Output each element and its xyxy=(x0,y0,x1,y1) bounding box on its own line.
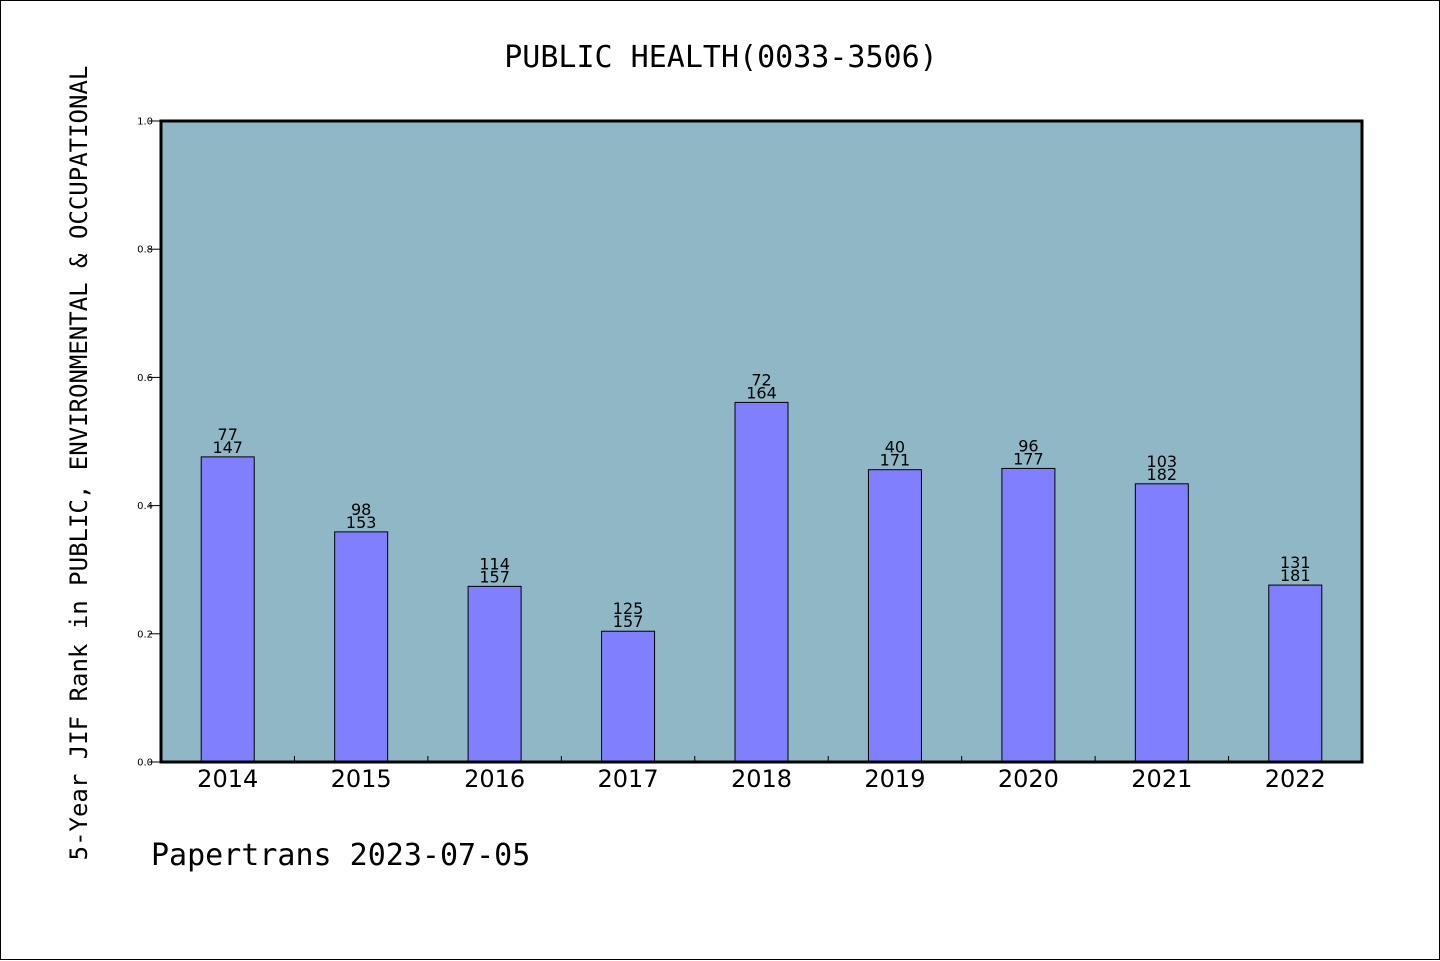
x-tick-label: 2017 xyxy=(598,765,659,793)
bar-2019 xyxy=(867,469,922,763)
bar-2014 xyxy=(200,456,255,763)
bar-label-rank: 77 xyxy=(218,425,238,444)
y-tick-label: 0.0 xyxy=(137,758,153,769)
bar-2022 xyxy=(1268,584,1323,763)
x-axis: 2014 2015 2016 2017 2018 2019 2020 2021 2022 xyxy=(197,756,1326,793)
bars-group xyxy=(200,401,1323,763)
y-tick-label: 0.4 xyxy=(137,501,153,512)
x-tick-label: 2014 xyxy=(197,765,258,793)
bar-label-rank: 40 xyxy=(885,438,905,457)
x-tick-label: 2018 xyxy=(731,765,792,793)
chart-title: PUBLIC HEALTH(0033-3506) xyxy=(504,40,937,75)
bar-label-total: 157 xyxy=(613,612,644,631)
bar-label-total: 153 xyxy=(346,513,377,532)
bar-label-total: 181 xyxy=(1280,566,1311,585)
x-tick-label: 2015 xyxy=(331,765,392,793)
bar-2017 xyxy=(601,630,656,763)
x-tick-label: 2019 xyxy=(864,765,925,793)
plot-border xyxy=(159,119,1364,764)
bar-2015 xyxy=(334,531,389,763)
bar-2016 xyxy=(467,585,522,763)
y-tick-label: 0.2 xyxy=(137,629,153,640)
x-tick-label: 2022 xyxy=(1265,765,1326,793)
bar-2021 xyxy=(1134,483,1189,763)
y-tick-label: 0.8 xyxy=(137,245,153,256)
footer-credit: Papertrans 2023-07-05 xyxy=(151,838,530,873)
x-tick-label: 2021 xyxy=(1131,765,1192,793)
bar-label-total: 157 xyxy=(479,567,510,586)
bar-label-rank: 114 xyxy=(479,554,510,573)
y-axis: 0.0 0.2 0.4 0.6 0.8 1.0 xyxy=(137,117,161,769)
bar-label-total: 164 xyxy=(746,383,777,402)
x-tick-label: 2016 xyxy=(464,765,525,793)
y-axis-label: 5-Year JIF Rank in PUBLIC, ENVIRONMENTAL… xyxy=(65,66,93,861)
bar-2020 xyxy=(1001,467,1056,763)
bar-label-rank: 125 xyxy=(613,599,644,618)
bar-2018 xyxy=(734,401,789,763)
bar-label-total: 147 xyxy=(212,438,243,457)
bar-label-total: 171 xyxy=(880,451,911,470)
y-tick-label: 1.0 xyxy=(137,117,153,128)
bar-label-rank: 103 xyxy=(1147,452,1178,471)
x-tick-label: 2020 xyxy=(998,765,1059,793)
bar-label-total: 182 xyxy=(1147,465,1178,484)
y-tick-label: 0.6 xyxy=(137,373,153,384)
bar-label-rank: 96 xyxy=(1018,436,1038,455)
bar-label-rank: 131 xyxy=(1280,553,1311,572)
bar-label-rank: 72 xyxy=(751,370,771,389)
bar-label-total: 177 xyxy=(1013,449,1044,468)
bar-label-rank: 98 xyxy=(351,500,371,519)
